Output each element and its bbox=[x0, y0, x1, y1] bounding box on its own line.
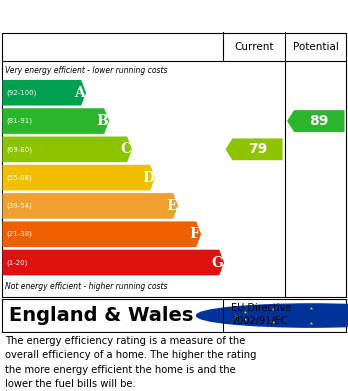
Text: EU Directive
2002/91/EC: EU Directive 2002/91/EC bbox=[231, 303, 292, 326]
Text: A: A bbox=[74, 86, 85, 100]
Text: (55-68): (55-68) bbox=[7, 174, 32, 181]
Circle shape bbox=[197, 304, 348, 327]
Text: (1-20): (1-20) bbox=[7, 259, 28, 266]
Text: D: D bbox=[142, 170, 155, 185]
Text: G: G bbox=[212, 256, 223, 269]
Text: 89: 89 bbox=[310, 114, 329, 128]
Text: E: E bbox=[166, 199, 177, 213]
Polygon shape bbox=[2, 165, 155, 190]
Polygon shape bbox=[2, 221, 201, 247]
Polygon shape bbox=[287, 110, 345, 132]
Polygon shape bbox=[2, 80, 86, 106]
Polygon shape bbox=[2, 108, 109, 134]
Text: (69-80): (69-80) bbox=[7, 146, 33, 152]
Text: England & Wales: England & Wales bbox=[9, 306, 193, 325]
Text: (21-38): (21-38) bbox=[7, 231, 32, 237]
Text: (39-54): (39-54) bbox=[7, 203, 32, 209]
Text: (92-100): (92-100) bbox=[7, 90, 37, 96]
Text: Current: Current bbox=[234, 42, 274, 52]
Text: (81-91): (81-91) bbox=[7, 118, 33, 124]
Polygon shape bbox=[2, 250, 224, 275]
Text: Energy Efficiency Rating: Energy Efficiency Rating bbox=[9, 9, 230, 23]
Text: Potential: Potential bbox=[293, 42, 339, 52]
Text: Not energy efficient - higher running costs: Not energy efficient - higher running co… bbox=[5, 282, 168, 291]
Text: The energy efficiency rating is a measure of the
overall efficiency of a home. T: The energy efficiency rating is a measur… bbox=[5, 336, 257, 389]
Polygon shape bbox=[2, 193, 178, 219]
Polygon shape bbox=[226, 138, 283, 160]
Text: Very energy efficient - lower running costs: Very energy efficient - lower running co… bbox=[5, 66, 168, 75]
Text: 79: 79 bbox=[248, 142, 267, 156]
Text: B: B bbox=[96, 114, 108, 128]
Text: F: F bbox=[190, 227, 199, 241]
Text: C: C bbox=[120, 142, 131, 156]
Polygon shape bbox=[2, 136, 132, 162]
